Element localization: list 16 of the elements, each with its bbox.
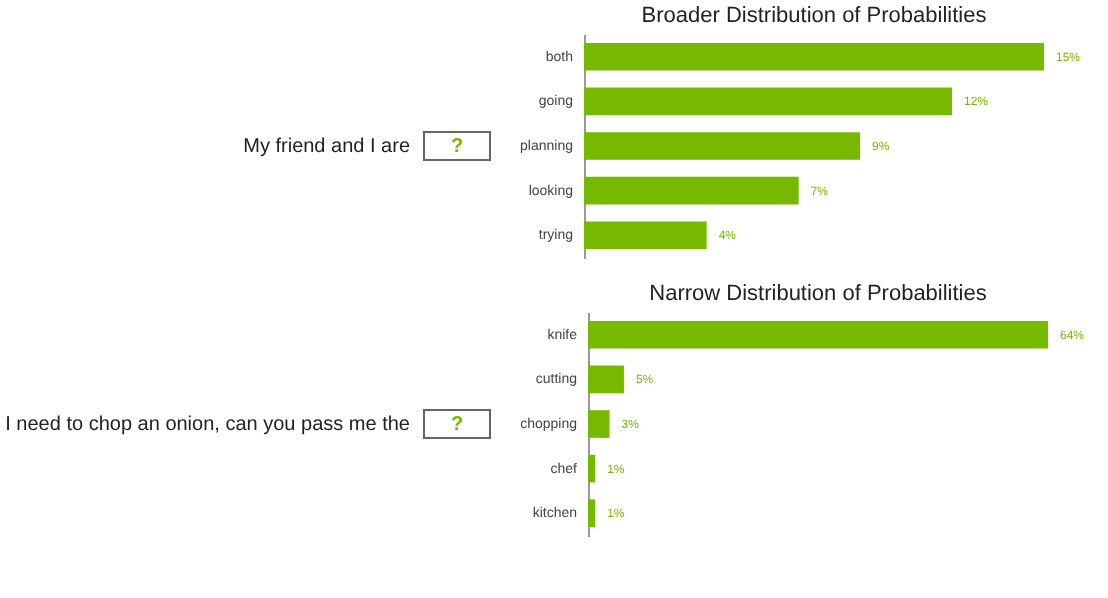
bar [584, 221, 707, 250]
text: ? [450, 136, 464, 158]
text: My friend and I are [243, 136, 411, 158]
chart-title: Narrow Distribution of Probabilities [649, 282, 988, 306]
text: I need to chop an onion, can you pass me the [5, 414, 411, 436]
bar [584, 87, 952, 116]
bar [588, 365, 624, 394]
text: ? [450, 414, 464, 436]
bar [584, 42, 1044, 71]
bar [588, 499, 596, 528]
bar [588, 454, 596, 483]
bar [584, 132, 860, 160]
bar [584, 176, 799, 205]
bar [588, 320, 1048, 349]
bar [588, 410, 610, 438]
chart-title: Broader Distribution of Probabilities [641, 4, 988, 28]
